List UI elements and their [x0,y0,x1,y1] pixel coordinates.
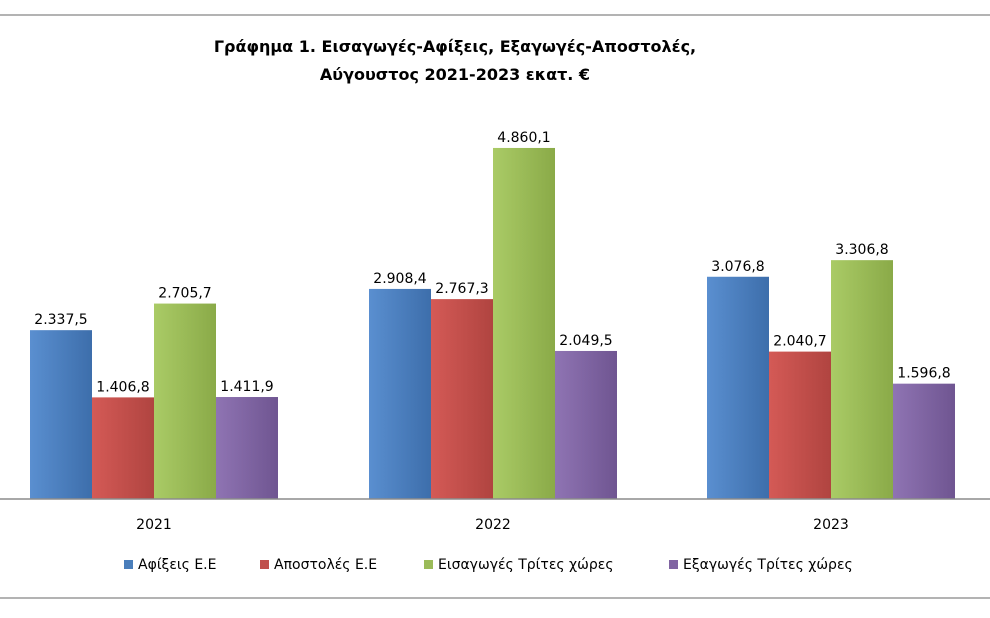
legend-swatch-series-2 [260,560,269,569]
data-label-2022-series-2: 2.767,3 [435,281,488,297]
legend-swatch-series-3 [424,560,433,569]
data-label-2021-series-3: 2.705,7 [158,286,211,302]
data-label-2023-series-3: 3.306,8 [835,242,888,258]
bar-2022-series-3 [493,147,555,499]
chart-title-line-1: Γράφημα 1. Εισαγωγές-Αφίξεις, Εξαγωγές-Α… [214,37,696,56]
data-label-2022-series-1: 2.908,4 [373,271,427,287]
data-label-2022-series-4: 2.049,5 [559,333,612,349]
bar-2021-series-4 [216,397,278,499]
category-label-2022: 2022 [475,517,511,533]
category-labels-layer: 2021 2022 2023 [136,517,849,533]
data-label-2023-series-2: 2.040,7 [773,334,826,350]
data-label-2021-series-2: 1.406,8 [96,379,149,395]
data-label-2023-series-1: 3.076,8 [711,259,764,275]
bar-2022-series-1 [369,288,431,499]
bar-2022-series-4 [555,350,617,499]
data-label-2021-series-4: 1.411,9 [220,379,273,395]
data-label-2022-series-3: 4.860,1 [497,130,550,146]
legend-label-series-1: Αφίξεις Ε.Ε [138,557,216,573]
bar-2021-series-3 [154,303,216,499]
legend-swatch-series-4 [669,560,678,569]
bar-2023-series-1 [707,276,769,499]
category-label-2021: 2021 [136,517,172,533]
legend-label-series-3: Εισαγωγές Τρίτες χώρες [438,557,614,573]
bar-2022-series-2 [431,299,493,499]
bars-layer [30,147,955,499]
category-label-2023: 2023 [813,517,849,533]
legend-label-series-2: Αποστολές Ε.Ε [274,557,377,573]
chart-title-line-2: Αύγουστος 2021-2023 εκατ. € [320,65,590,84]
legend: Αφίξεις Ε.Ε Αποστολές Ε.Ε Εισαγωγές Τρίτες… [124,557,853,573]
bar-2021-series-1 [30,330,92,499]
data-labels-layer: 2.337,5 1.406,8 2.705,7 1.411,9 2.908,4 2.767… [34,130,950,395]
data-label-2023-series-4: 1.596,8 [897,366,950,382]
bar-2023-series-4 [893,383,955,499]
bar-2023-series-2 [769,351,831,499]
legend-label-series-4: Εξαγωγές Τρίτες χώρες [683,557,853,573]
legend-swatch-series-1 [124,560,133,569]
bar-2021-series-2 [92,397,154,499]
data-label-2021-series-1: 2.337,5 [34,312,87,328]
bar-2023-series-3 [831,260,893,499]
